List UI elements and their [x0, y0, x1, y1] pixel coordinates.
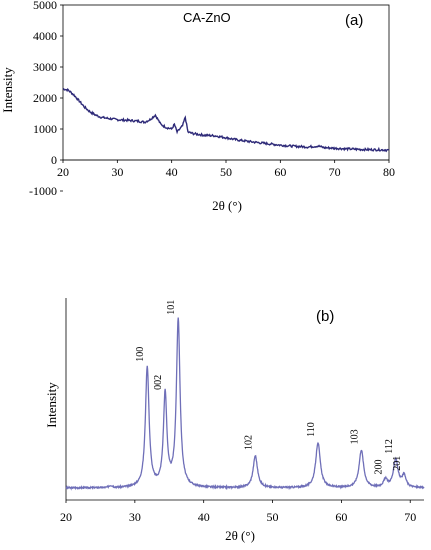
panel-a-x-tick-label: 50 — [220, 165, 232, 179]
panel-a-label: (a) — [345, 12, 363, 29]
panel-b-label: (b) — [316, 308, 334, 325]
panel-b-x-tick-label: 30 — [129, 510, 141, 524]
panel-a: CA-ZnO (a) Intensity 2θ (°) -1000 0 1000 20… — [0, 0, 395, 213]
panel-a-y-tick-label: -1000 — [29, 184, 57, 198]
panel-b-peak-label: 200 — [373, 460, 384, 475]
panel-b-peak-label: 201 — [392, 456, 403, 471]
panel-a-x-tick-label: 40 — [166, 165, 178, 179]
panel-b-peak-label: 101 — [166, 300, 177, 315]
panel-a-y-tick-label: 5000 — [33, 0, 57, 12]
panel-a-x-tick-label: 60 — [274, 165, 286, 179]
panel-a-y-tick-label: 0 — [51, 153, 57, 167]
panel-a-x-tick-label: 80 — [383, 165, 395, 179]
panel-b-x-ticks: 20 30 40 50 60 70 — [60, 500, 416, 524]
panel-a-x-tick-label: 30 — [111, 165, 123, 179]
panel-b-peak-label: 103 — [349, 429, 360, 444]
panel-b-x-tick-label: 20 — [60, 510, 72, 524]
panel-b-x-tick-label: 40 — [198, 510, 210, 524]
panel-a-series-line — [62, 87, 390, 153]
panel-a-y-ticks: -1000 0 1000 2000 3000 4000 5000 — [29, 0, 63, 198]
panel-b-x-axis-label: 2θ (°) — [225, 528, 255, 543]
panel-a-x-axis-label: 2θ (°) — [212, 198, 242, 213]
panel-b-peak-label: 002 — [153, 375, 164, 390]
panel-b-peak-label: 110 — [306, 422, 317, 437]
panel-a-plot-frame — [62, 4, 390, 161]
panel-a-y-tick-label: 2000 — [33, 91, 57, 105]
panel-b: (b) Intensity 2θ (°) 20 30 40 50 60 70 100 002… — [44, 298, 425, 543]
panel-a-y-axis-label: Intensity — [0, 67, 15, 113]
panel-b-x-tick-label: 60 — [335, 510, 347, 524]
panel-b-x-tick-label: 70 — [404, 510, 416, 524]
panel-a-y-tick-label: 4000 — [33, 29, 57, 43]
panel-a-x-axis-label-text: 2θ (°) — [212, 198, 242, 213]
panel-b-y-axis-label: Intensity — [44, 382, 59, 428]
panel-b-x-axis-label-text: 2θ (°) — [225, 528, 255, 543]
panel-a-x-tick-label: 70 — [329, 165, 341, 179]
panel-b-peak-label: 112 — [384, 439, 395, 454]
panel-b-x-tick-label: 50 — [267, 510, 279, 524]
panel-a-x-tick-label: 20 — [57, 165, 69, 179]
panel-b-peak-label: 100 — [135, 347, 146, 362]
panel-b-peak-label: 102 — [243, 435, 254, 450]
panel-a-title: CA-ZnO — [183, 10, 231, 25]
panel-b-series-line — [65, 317, 425, 491]
panel-a-y-tick-label: 1000 — [33, 122, 57, 136]
panel-a-x-ticks: 20 30 40 50 60 70 80 — [57, 160, 395, 179]
panel-a-y-tick-label: 3000 — [33, 60, 57, 74]
